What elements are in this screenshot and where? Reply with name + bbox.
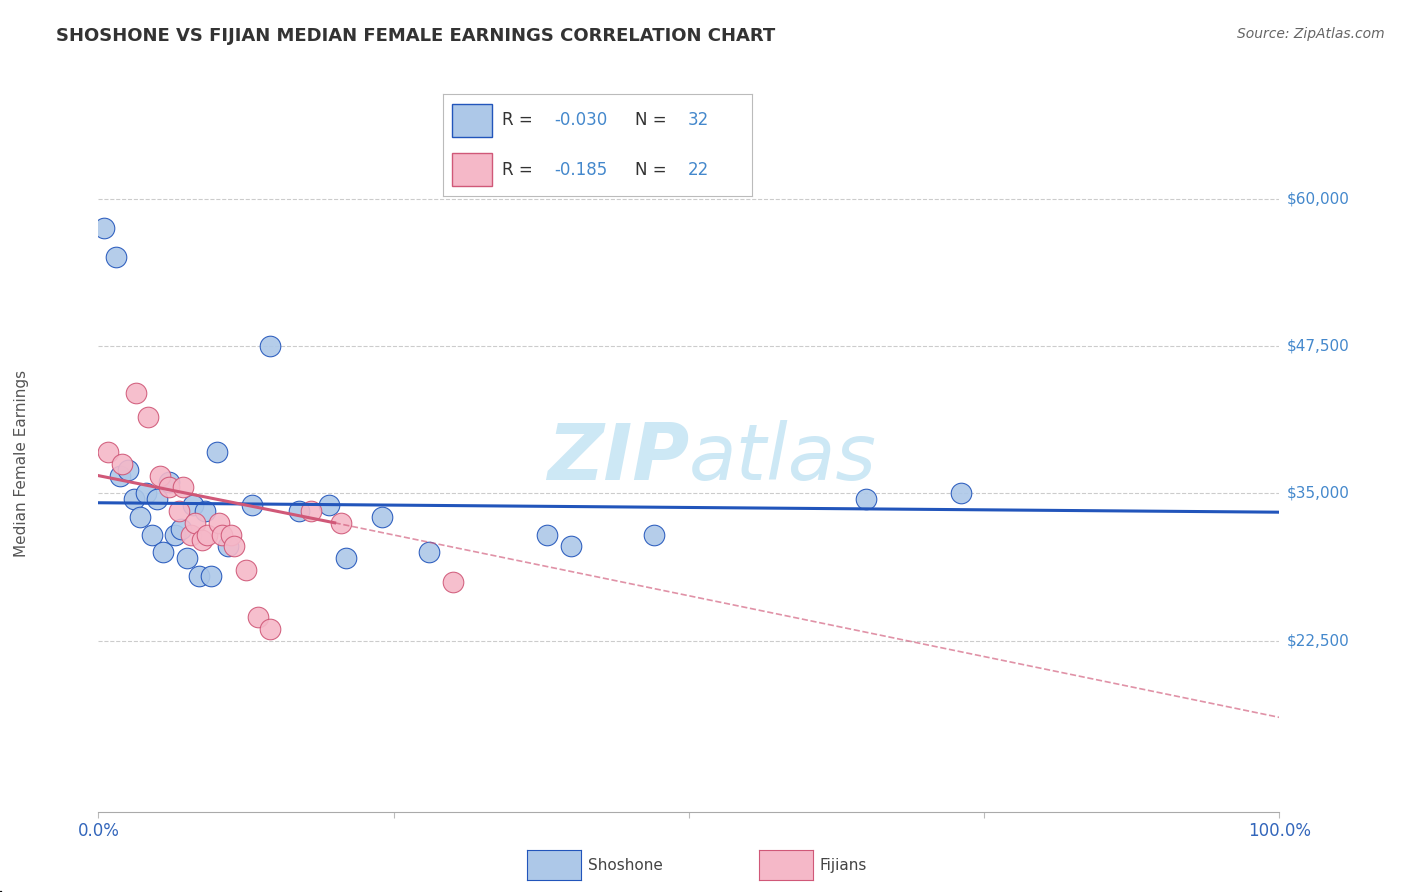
Point	[195, 527, 218, 541]
Bar	[453, 104, 492, 136]
Text: Shoshone: Shoshone	[588, 858, 662, 872]
Point	[172, 480, 194, 494]
Point	[219, 527, 242, 541]
Point	[146, 492, 169, 507]
Point	[288, 504, 311, 518]
Point	[181, 498, 204, 512]
Text: atlas: atlas	[689, 420, 877, 496]
Point	[97, 445, 120, 459]
Point	[643, 527, 665, 541]
Point	[371, 509, 394, 524]
Point	[224, 540, 246, 554]
Point	[180, 527, 202, 541]
Point	[149, 468, 172, 483]
Point	[170, 522, 193, 536]
Point	[184, 516, 207, 530]
Point	[235, 563, 257, 577]
Text: $35,000: $35,000	[1286, 486, 1350, 500]
Point	[855, 492, 877, 507]
Point	[111, 457, 134, 471]
Point	[187, 569, 209, 583]
Point	[194, 504, 217, 518]
Point	[240, 498, 263, 512]
Point	[318, 498, 340, 512]
Text: Source: ZipAtlas.com: Source: ZipAtlas.com	[1237, 27, 1385, 41]
Point	[259, 622, 281, 636]
Point	[135, 486, 157, 500]
Text: 22: 22	[688, 161, 709, 178]
Point	[105, 251, 128, 265]
Point	[246, 610, 269, 624]
Point	[335, 551, 357, 566]
Point	[208, 516, 231, 530]
Point	[200, 569, 222, 583]
Text: N =: N =	[634, 112, 672, 129]
Point	[176, 551, 198, 566]
Point	[259, 339, 281, 353]
Point	[117, 463, 139, 477]
Point	[122, 492, 145, 507]
Point	[329, 516, 352, 530]
Point	[152, 545, 174, 559]
Text: ZIP: ZIP	[547, 420, 689, 496]
Point	[157, 480, 180, 494]
Text: N =: N =	[634, 161, 672, 178]
Text: -0.185: -0.185	[554, 161, 607, 178]
Point	[441, 574, 464, 589]
Point	[560, 540, 582, 554]
Text: R =: R =	[502, 161, 543, 178]
Point	[205, 445, 228, 459]
Text: -0.030: -0.030	[554, 112, 607, 129]
Point	[165, 527, 187, 541]
Point	[211, 527, 233, 541]
Bar	[453, 153, 492, 186]
Text: Median Female Earnings: Median Female Earnings	[14, 370, 28, 558]
Point	[93, 221, 115, 235]
Point	[125, 386, 148, 401]
Point	[108, 468, 131, 483]
Text: $60,000: $60,000	[1286, 191, 1350, 206]
Text: $47,500: $47,500	[1286, 338, 1350, 353]
Point	[949, 486, 972, 500]
Point	[299, 504, 322, 518]
Point	[128, 509, 150, 524]
Text: $22,500: $22,500	[1286, 633, 1350, 648]
Point	[536, 527, 558, 541]
Text: SHOSHONE VS FIJIAN MEDIAN FEMALE EARNINGS CORRELATION CHART: SHOSHONE VS FIJIAN MEDIAN FEMALE EARNING…	[56, 27, 776, 45]
Text: Fijians: Fijians	[820, 858, 868, 872]
Text: 32: 32	[688, 112, 709, 129]
Text: R =: R =	[502, 112, 537, 129]
Point	[136, 409, 159, 424]
Point	[217, 540, 239, 554]
Point	[141, 527, 163, 541]
Point	[167, 504, 190, 518]
Point	[157, 475, 180, 489]
Point	[191, 533, 214, 548]
Point	[418, 545, 440, 559]
